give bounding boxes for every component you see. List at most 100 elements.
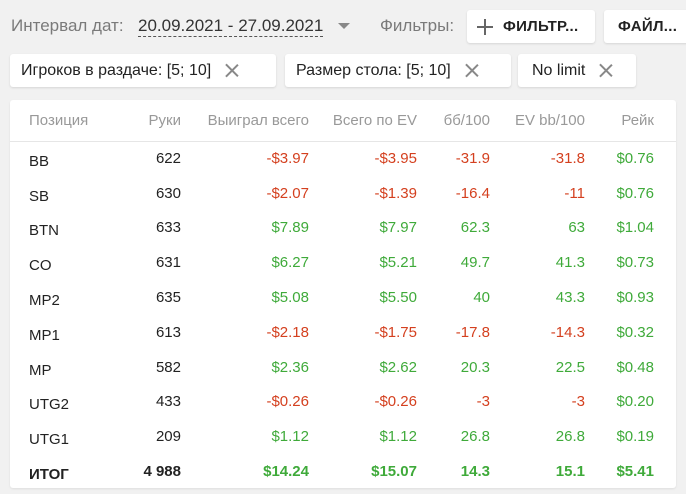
cell-ev-bb100: 26.8 (555, 428, 585, 446)
cell-bb100: 40 (473, 289, 490, 307)
table-row[interactable]: SB 630 -$2.07 -$1.39 -16.4 -11 $0.76 (10, 176, 676, 211)
cell-rake: $0.76 (616, 184, 654, 202)
filter-chip-players[interactable]: Игроков в раздаче: [5; 10] (10, 54, 276, 87)
table-row[interactable]: UTG1 209 $1.12 $1.12 26.8 26.8 $0.19 (10, 419, 676, 454)
filters-label: Фильтры: (380, 16, 455, 35)
chevron-down-icon[interactable] (338, 23, 350, 29)
cell-position: UTG2 (29, 396, 70, 414)
cell-bb100: 26.8 (460, 428, 490, 446)
cell-rake: $0.20 (616, 393, 654, 411)
cell-hands: 622 (155, 150, 181, 168)
cell-ev-total: -$0.26 (374, 393, 417, 411)
filter-chip-table-size[interactable]: Размер стола: [5; 10] (285, 54, 511, 87)
cell-ev-total: $5.21 (379, 254, 417, 272)
column-header-won-total[interactable]: Выиграл всего (181, 100, 309, 142)
cell-position: MP (29, 361, 52, 379)
cell-hands: 630 (155, 184, 181, 202)
cell-ev-bb100: 41.3 (555, 254, 585, 272)
table-row[interactable]: MP 582 $2.36 $2.62 20.3 22.5 $0.48 (10, 350, 676, 385)
stats-table-card: Позиция Руки Выиграл всего Всего по EV б… (10, 100, 676, 488)
cell-won-total: -$0.26 (266, 393, 309, 411)
cell-position: MP1 (29, 326, 60, 344)
table-row[interactable]: MP2 635 $5.08 $5.50 40 43.3 $0.93 (10, 280, 676, 315)
cell-position: ИТОГ (29, 465, 69, 483)
cell-position: MP2 (29, 292, 60, 310)
cell-rake: $0.73 (616, 254, 654, 272)
table-total-row[interactable]: ИТОГ 4 988 $14.24 $15.07 14.3 15.1 $5.41 (10, 454, 676, 488)
cell-won-total: $1.12 (271, 428, 309, 446)
column-header-rake[interactable]: Рейк (585, 100, 676, 142)
table-header-row: Позиция Руки Выиграл всего Всего по EV б… (10, 100, 676, 142)
cell-ev-bb100: -14.3 (550, 323, 585, 341)
table-row[interactable]: UTG2 433 -$0.26 -$0.26 -3 -3 $0.20 (10, 385, 676, 420)
close-icon[interactable] (225, 64, 238, 77)
cell-won-total: $5.08 (271, 289, 309, 307)
cell-ev-total: $1.12 (379, 428, 417, 446)
cell-ev-bb100: -11 (564, 184, 585, 202)
cell-ev-total: $15.07 (371, 462, 417, 480)
cell-rake: $1.04 (616, 219, 654, 237)
cell-rake: $0.93 (616, 289, 654, 307)
cell-won-total: $2.36 (271, 358, 309, 376)
cell-bb100: 20.3 (460, 358, 490, 376)
cell-ev-total: -$1.39 (374, 184, 417, 202)
cell-bb100: 14.3 (460, 462, 490, 480)
cell-rake: $0.19 (616, 428, 654, 446)
cell-bb100: -16.4 (455, 184, 490, 202)
cell-hands: 635 (155, 289, 181, 307)
cell-rake: $5.41 (616, 462, 654, 480)
cell-hands: 633 (155, 219, 181, 237)
cell-hands: 4 988 (143, 462, 181, 480)
cell-position: UTG1 (29, 431, 70, 449)
column-header-bb100[interactable]: бб/100 (417, 100, 490, 142)
table-row[interactable]: CO 631 $6.27 $5.21 49.7 41.3 $0.73 (10, 245, 676, 280)
date-range-picker[interactable]: 20.09.2021 - 27.09.2021 (138, 16, 324, 37)
column-header-hands[interactable]: Руки (128, 100, 181, 142)
plus-icon (477, 18, 493, 35)
filter-chip-label: Игроков в раздаче: [5; 10] (21, 61, 212, 79)
cell-won-total: $7.89 (271, 219, 309, 237)
cell-ev-bb100: 15.1 (555, 462, 585, 480)
filter-chip-no-limit[interactable]: No limit (518, 54, 636, 87)
active-filters: Игроков в раздаче: [5; 10] Размер стола:… (0, 54, 686, 88)
cell-position: CO (29, 257, 52, 275)
table-row[interactable]: MP1 613 -$2.18 -$1.75 -17.8 -14.3 $0.32 (10, 315, 676, 350)
cell-ev-total: $2.62 (379, 358, 417, 376)
cell-ev-total: -$1.75 (374, 323, 417, 341)
file-button[interactable]: ФАЙЛ... (604, 10, 686, 43)
column-header-ev-total[interactable]: Всего по EV (309, 100, 417, 142)
cell-ev-bb100: 43.3 (555, 289, 585, 307)
cell-rake: $0.76 (616, 150, 654, 168)
cell-bb100: 49.7 (460, 254, 490, 272)
table-row[interactable]: BTN 633 $7.89 $7.97 62.3 63 $1.04 (10, 211, 676, 246)
cell-ev-total: $5.50 (379, 289, 417, 307)
cell-position: SB (29, 187, 50, 205)
cell-hands: 209 (155, 428, 181, 446)
close-icon[interactable] (465, 64, 478, 77)
close-icon[interactable] (599, 64, 612, 77)
cell-ev-total: -$3.95 (374, 150, 417, 168)
table-row[interactable]: BB 622 -$3.97 -$3.95 -31.9 -31.8 $0.76 (10, 141, 676, 176)
cell-bb100: -31.9 (455, 150, 490, 168)
cell-won-total: -$2.07 (266, 184, 309, 202)
cell-ev-bb100: 63 (568, 219, 585, 237)
cell-won-total: -$3.97 (266, 150, 309, 168)
column-header-position[interactable]: Позиция (10, 100, 128, 142)
cell-rake: $0.32 (616, 323, 654, 341)
cell-won-total: $6.27 (271, 254, 309, 272)
add-filter-button[interactable]: ФИЛЬТР... (467, 10, 595, 43)
add-filter-button-label: ФИЛЬТР... (503, 18, 579, 35)
cell-ev-bb100: -3 (571, 393, 585, 411)
cell-bb100: -3 (476, 393, 490, 411)
filter-chip-label: No limit (532, 61, 586, 79)
cell-hands: 582 (155, 358, 181, 376)
cell-ev-total: $7.97 (379, 219, 417, 237)
cell-hands: 631 (155, 254, 181, 272)
column-header-ev-bb100[interactable]: EV bb/100 (490, 100, 585, 142)
toolbar: Интервал дат: 20.09.2021 - 27.09.2021 Фи… (0, 0, 686, 52)
cell-position: BB (29, 153, 50, 171)
file-button-label: ФАЙЛ... (618, 18, 678, 35)
date-range-label: Интервал дат: (11, 16, 124, 35)
cell-rake: $0.48 (616, 358, 654, 376)
cell-ev-bb100: -31.8 (550, 150, 585, 168)
